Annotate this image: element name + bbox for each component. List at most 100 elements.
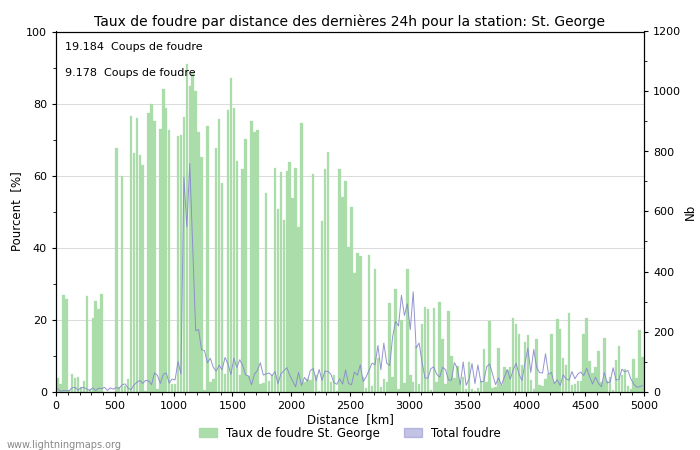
Bar: [465, 389, 468, 392]
Bar: [256, 130, 258, 392]
Bar: [153, 121, 155, 392]
Bar: [406, 270, 409, 392]
Bar: [394, 289, 397, 392]
Bar: [545, 379, 547, 392]
Bar: [251, 121, 253, 392]
Bar: [212, 379, 214, 392]
Bar: [435, 382, 438, 392]
Bar: [580, 381, 582, 392]
Bar: [74, 378, 76, 392]
Bar: [615, 360, 617, 392]
Bar: [509, 368, 512, 392]
Bar: [139, 155, 141, 392]
Text: www.lightningmaps.org: www.lightningmaps.org: [7, 440, 122, 450]
Bar: [141, 166, 144, 392]
Bar: [400, 320, 402, 392]
Bar: [200, 158, 203, 392]
Bar: [318, 391, 321, 392]
Bar: [295, 168, 297, 392]
Bar: [230, 78, 232, 392]
Bar: [371, 386, 373, 391]
Bar: [148, 113, 150, 392]
Bar: [197, 131, 199, 392]
Bar: [136, 117, 138, 392]
Bar: [362, 377, 365, 392]
Bar: [553, 382, 556, 392]
Bar: [94, 302, 97, 392]
Bar: [65, 299, 67, 392]
Bar: [550, 334, 552, 392]
Bar: [218, 119, 220, 392]
Bar: [298, 227, 300, 392]
Bar: [530, 380, 532, 392]
Bar: [195, 91, 197, 392]
Bar: [156, 389, 159, 392]
Bar: [342, 197, 344, 392]
Bar: [536, 339, 538, 392]
Bar: [203, 390, 206, 392]
Bar: [418, 384, 420, 392]
Bar: [459, 381, 461, 392]
Bar: [447, 311, 449, 392]
Bar: [306, 379, 309, 392]
Bar: [438, 302, 441, 392]
Bar: [503, 367, 505, 392]
Bar: [265, 194, 267, 392]
Bar: [389, 303, 391, 392]
Bar: [92, 318, 94, 392]
X-axis label: Distance  [km]: Distance [km]: [307, 413, 393, 426]
Bar: [127, 379, 130, 392]
Bar: [433, 307, 435, 392]
Bar: [344, 180, 346, 392]
Bar: [633, 359, 635, 392]
Bar: [482, 349, 485, 392]
Bar: [391, 377, 394, 392]
Bar: [515, 324, 517, 392]
Bar: [280, 172, 282, 392]
Bar: [83, 382, 85, 392]
Bar: [268, 381, 270, 392]
Bar: [162, 89, 164, 392]
Bar: [377, 358, 379, 392]
Bar: [471, 389, 473, 392]
Bar: [421, 324, 424, 392]
Bar: [121, 176, 123, 392]
Bar: [453, 378, 456, 392]
Bar: [174, 384, 176, 392]
Bar: [512, 318, 514, 392]
Bar: [56, 378, 59, 392]
Bar: [533, 389, 535, 392]
Bar: [354, 273, 356, 392]
Bar: [177, 136, 179, 392]
Bar: [324, 170, 326, 392]
Title: Taux de foudre par distance des dernières 24h pour la station: St. George: Taux de foudre par distance des dernière…: [94, 14, 606, 29]
Bar: [236, 161, 238, 392]
Bar: [227, 110, 229, 392]
Bar: [398, 389, 400, 392]
Bar: [618, 346, 620, 392]
Bar: [582, 334, 585, 392]
Text: 19.184  Coups de foudre: 19.184 Coups de foudre: [65, 42, 202, 52]
Bar: [612, 390, 615, 392]
Bar: [494, 387, 497, 392]
Bar: [442, 339, 444, 392]
Bar: [300, 123, 302, 392]
Bar: [489, 321, 491, 392]
Bar: [159, 129, 162, 391]
Bar: [77, 378, 79, 392]
Bar: [638, 330, 640, 392]
Bar: [577, 382, 579, 392]
Bar: [215, 148, 218, 392]
Bar: [115, 148, 118, 392]
Bar: [180, 135, 182, 392]
Bar: [130, 116, 132, 392]
Bar: [600, 382, 603, 392]
Bar: [232, 108, 235, 392]
Bar: [288, 162, 291, 392]
Bar: [62, 295, 64, 392]
Bar: [450, 356, 453, 392]
Bar: [332, 375, 335, 392]
Bar: [477, 388, 479, 392]
Bar: [424, 307, 426, 392]
Bar: [192, 72, 194, 392]
